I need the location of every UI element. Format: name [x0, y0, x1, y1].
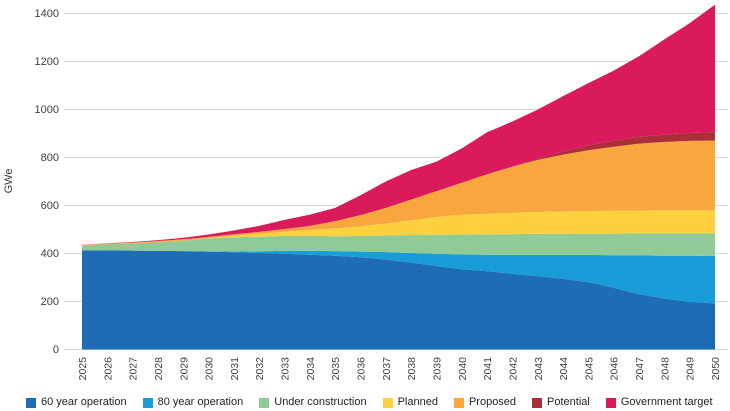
y-tick-label: 400: [41, 248, 59, 260]
legend-label: Planned: [397, 396, 438, 408]
x-tick-label: 2036: [356, 357, 368, 381]
x-tick-label: 2044: [558, 357, 570, 381]
area-60-year-operation: [82, 250, 715, 350]
y-tick-label: 600: [41, 200, 59, 212]
x-tick-label: 2041: [482, 357, 494, 381]
legend-swatch-80-year-operation: [142, 397, 153, 408]
legend-label: Proposed: [468, 396, 517, 408]
area-80-year-operation: [82, 250, 715, 304]
legend-item-80-year-operation: 80 year operation: [142, 396, 244, 408]
y-tick-label: 1000: [35, 104, 59, 116]
area-planned: [82, 210, 715, 246]
y-tick-label: 200: [41, 296, 59, 308]
x-tick-label: 2034: [305, 357, 317, 381]
legend-item-government-target: Government target: [605, 396, 713, 408]
legend-item-proposed: Proposed: [453, 396, 517, 408]
x-tick-label: 2035: [330, 357, 342, 381]
legend-label: Potential: [547, 396, 590, 408]
legend-swatch-potential: [532, 397, 543, 408]
y-tick-label: 1200: [35, 56, 59, 68]
x-tick-label: 2048: [659, 357, 671, 381]
area-proposed: [82, 140, 715, 246]
area-under-construction: [82, 233, 715, 256]
x-tick-label: 2042: [507, 357, 519, 381]
y-axis-title: GWe: [3, 169, 15, 194]
x-tick-label: 2045: [583, 357, 595, 381]
x-tick-label: 2030: [204, 357, 216, 381]
x-tick-label: 2029: [178, 357, 190, 381]
legend-swatch-planned: [382, 397, 393, 408]
x-tick-label: 2027: [128, 357, 140, 381]
legend-swatch-60-year-operation: [26, 397, 36, 408]
legend-swatch-government-target: [605, 397, 616, 408]
legend-item-planned: Planned: [382, 396, 438, 408]
legend-label: 60 year operation: [41, 396, 127, 408]
x-tick-label: 2050: [710, 357, 722, 381]
x-tick-label: 2028: [153, 357, 165, 381]
x-tick-label: 2039: [431, 357, 443, 381]
x-tick-label: 2032: [254, 357, 266, 381]
y-tick-label: 0: [53, 344, 59, 356]
legend-swatch-proposed: [453, 397, 464, 408]
legend-label: 80 year operation: [157, 396, 244, 408]
x-tick-label: 2043: [533, 357, 545, 381]
legend-item-under-construction: Under construction: [259, 396, 367, 408]
y-tick-label: 1400: [35, 8, 59, 20]
x-tick-label: 2049: [685, 357, 697, 381]
legend-swatch-under-construction: [259, 397, 270, 408]
x-tick-label: 2033: [280, 357, 292, 381]
legend-label: Under construction: [274, 396, 367, 408]
x-tick-label: 2047: [634, 357, 646, 381]
legend-item-60-year-operation: 60 year operation: [26, 397, 127, 408]
chart-legend: 60 year operation 80 year operation Unde…: [26, 397, 726, 408]
x-tick-label: 2038: [406, 357, 418, 381]
x-tick-label: 2046: [609, 357, 621, 381]
legend-item-potential: Potential: [532, 397, 590, 408]
legend-label: Government target: [620, 396, 713, 408]
x-tick-label: 2026: [102, 357, 114, 381]
x-tick-label: 2031: [229, 357, 241, 381]
x-tick-label: 2025: [77, 357, 89, 381]
area-government-target: [82, 4, 715, 245]
y-tick-label: 800: [41, 152, 59, 164]
x-tick-label: 2040: [457, 357, 469, 381]
x-tick-label: 2037: [381, 357, 393, 381]
